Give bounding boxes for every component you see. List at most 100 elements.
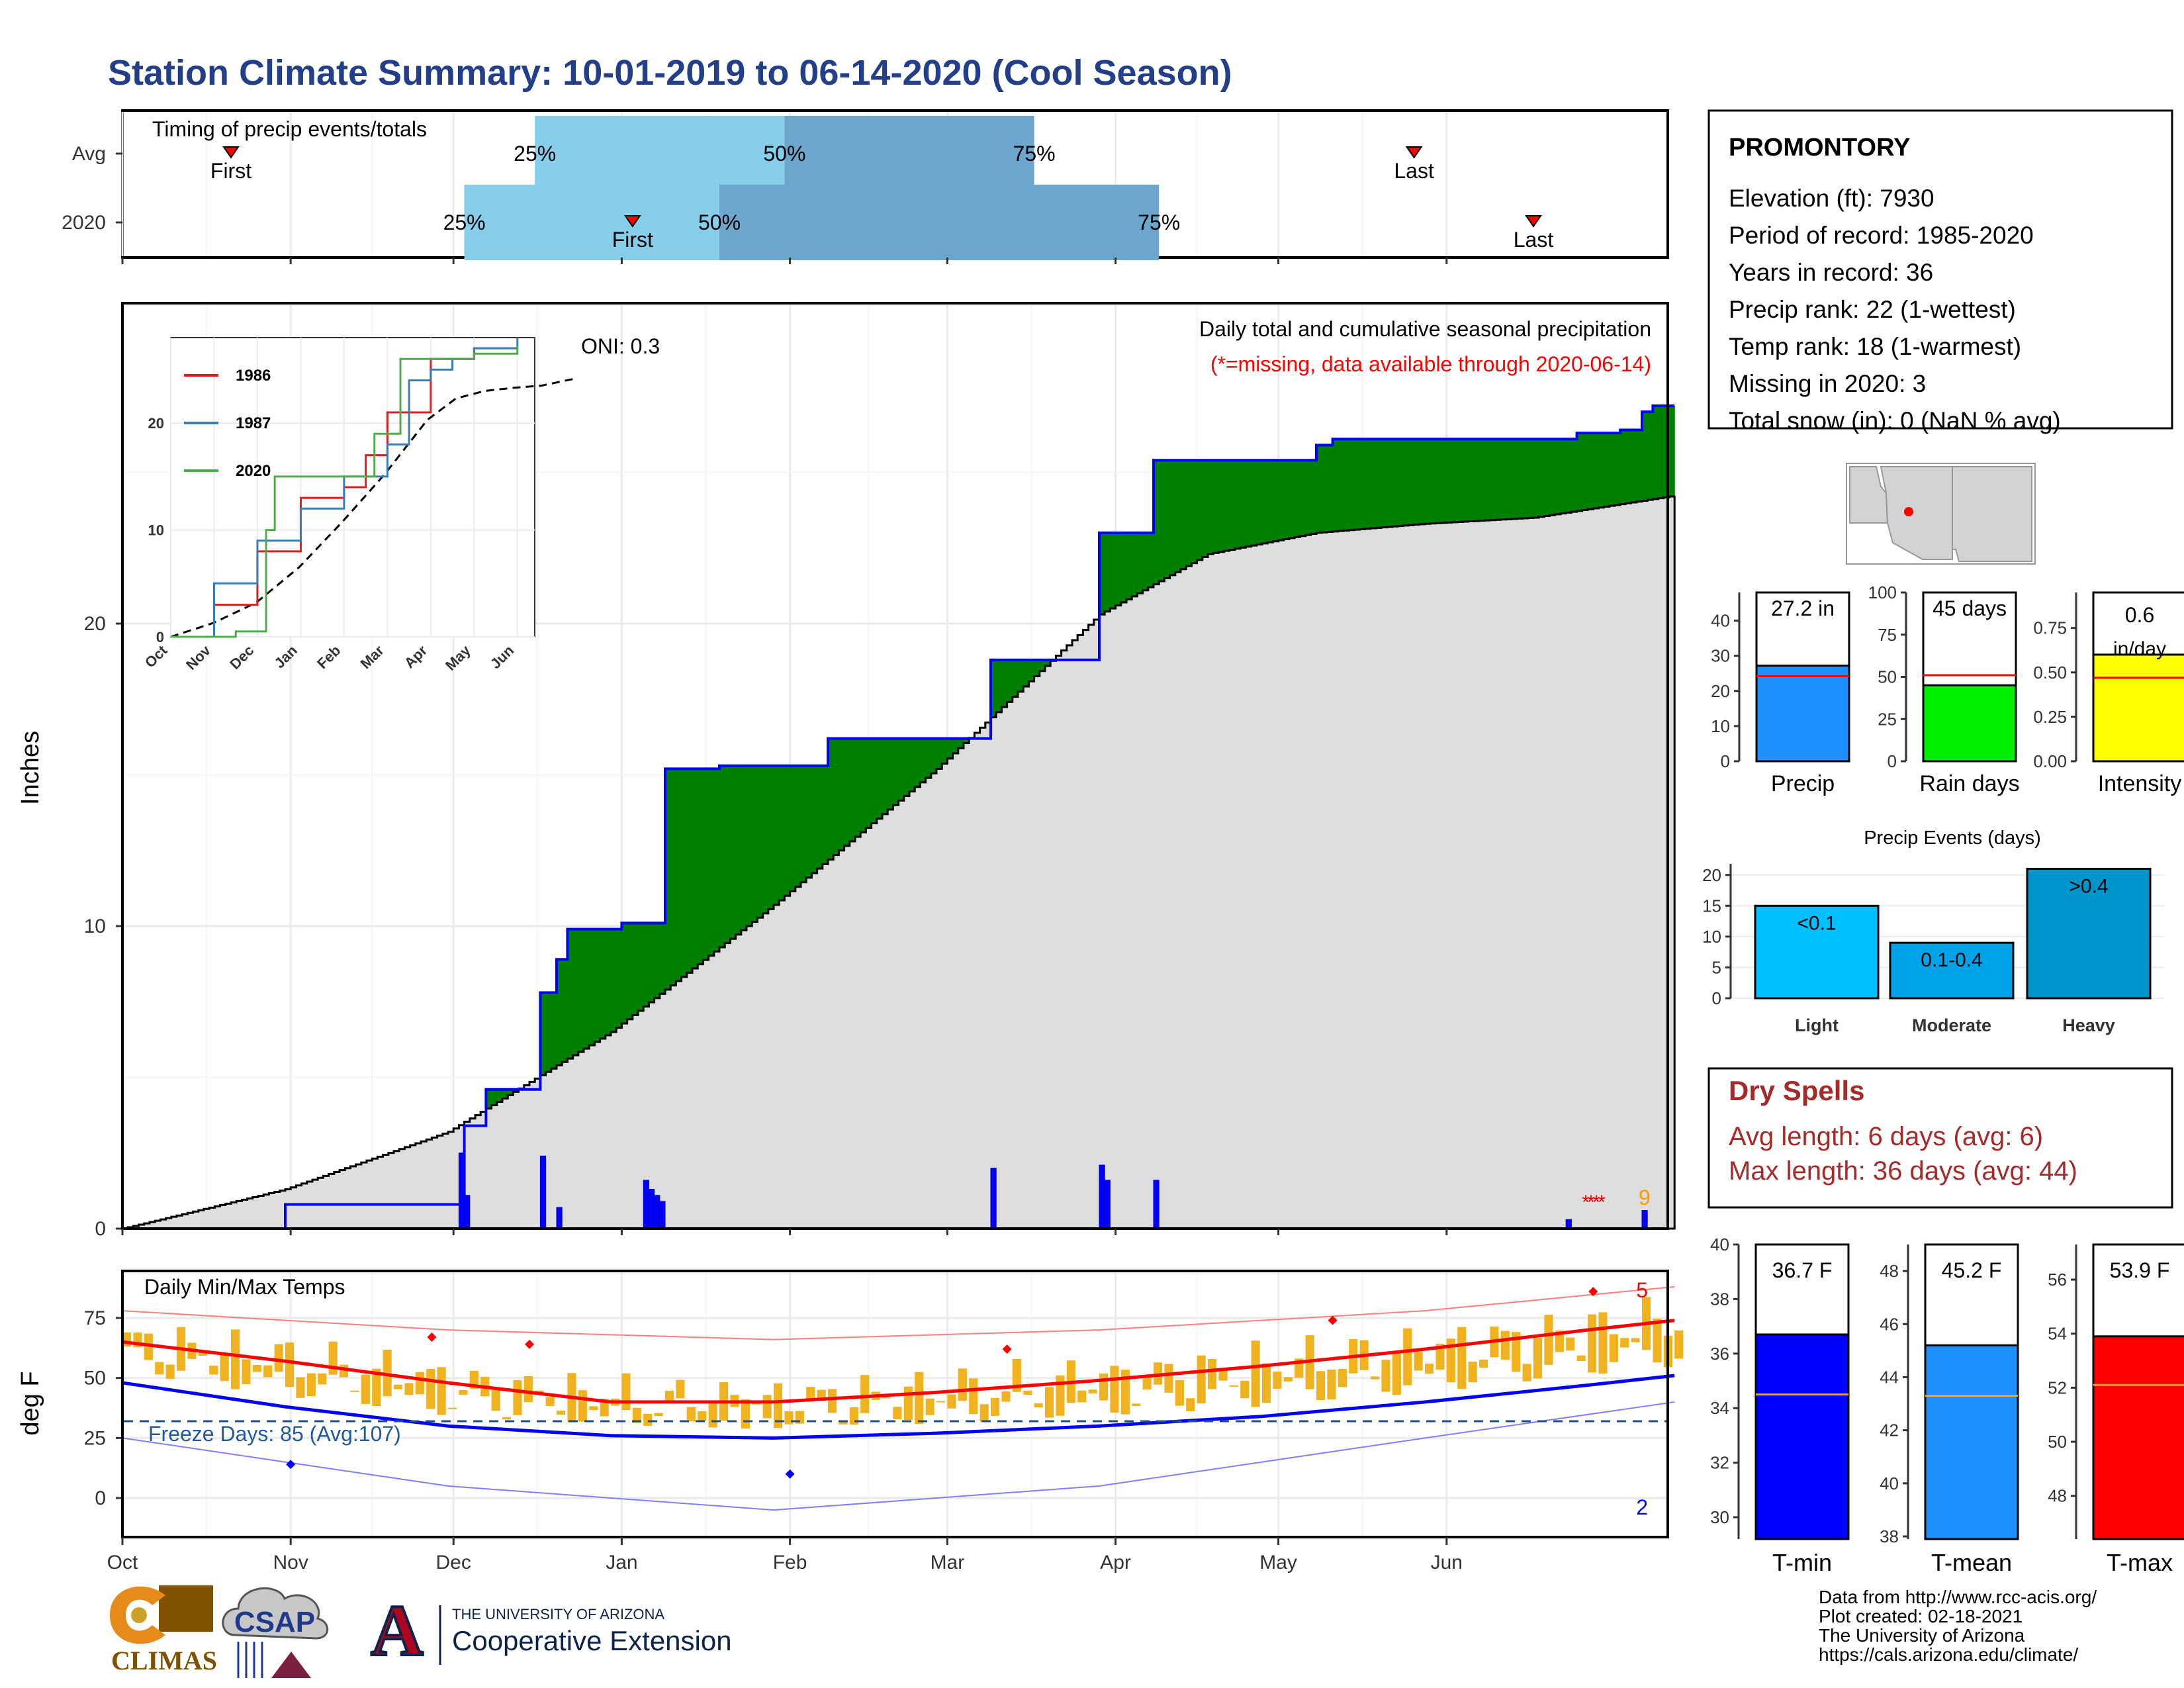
precip-surplus-fill: [1224, 460, 1230, 551]
record-low-marker: [286, 1460, 296, 1470]
precip-surplus-fill: [784, 765, 791, 896]
station-info-line: Period of record: 1985-2020: [1729, 222, 2034, 249]
ua-logo-line2: Cooperative Extension: [452, 1625, 732, 1656]
daily-temp-bar: [1620, 1338, 1629, 1348]
precip-surplus-fill: [1435, 439, 1442, 524]
mini-y-tick-label: 42: [1880, 1421, 1899, 1440]
daily-temp-bar: [296, 1377, 305, 1398]
daily-temp-bar: [1338, 1368, 1347, 1387]
precip-surplus-fill: [1175, 460, 1181, 573]
mini-bar-value-label: 27.2 in: [1771, 596, 1835, 620]
daily-temp-bar: [1598, 1312, 1608, 1374]
precip-surplus-fill: [1316, 445, 1322, 533]
precip-surplus-fill: [958, 738, 964, 749]
daily-temp-bar: [1446, 1338, 1455, 1383]
daily-precip-bar: [1104, 1180, 1111, 1229]
summary-bar-rain-days: 0 25 50 75 100 45 days Rain days: [1868, 583, 2020, 796]
locator-map: [1846, 463, 2036, 565]
daily-temp-bar: [860, 1375, 870, 1413]
csap-logo: CSAP: [222, 1587, 329, 1678]
precip-surplus-fill: [1636, 430, 1643, 502]
precip-surplus-fill: [1517, 439, 1524, 519]
daily-temp-bar: [220, 1354, 229, 1382]
precip-surplus-fill: [665, 769, 671, 990]
y-axis-tick-label: 0: [95, 1487, 106, 1509]
precip-surplus-fill: [920, 738, 927, 782]
daily-temp-bar: [1674, 1330, 1684, 1359]
daily-temp-bar: [1392, 1352, 1401, 1395]
precip-surplus-fill: [1338, 439, 1344, 532]
precip-surplus-fill: [1609, 433, 1615, 506]
daily-temp-bar: [1555, 1331, 1564, 1352]
precip-surplus-fill: [1479, 439, 1485, 521]
precip-surplus-fill: [1484, 439, 1490, 521]
inset-legend-label: 2020: [236, 462, 271, 480]
precip-surplus-fill: [1376, 439, 1382, 528]
daily-temp-bar: [1099, 1374, 1109, 1401]
inset-avg-line: [170, 377, 578, 638]
precip-surplus-fill: [741, 765, 747, 931]
daily-temp-bar: [523, 1376, 533, 1403]
daily-temp-bar: [654, 1413, 663, 1417]
daily-temp-bar: [1403, 1328, 1412, 1385]
credit-line: Plot created: 02-18-2021: [1819, 1606, 2023, 1626]
record-low-marker: [785, 1469, 795, 1479]
y-axis-tick-label: 75: [84, 1307, 106, 1329]
mini-y-tick-label: 40: [1880, 1474, 1899, 1493]
daily-temp-bar: [632, 1407, 641, 1423]
timing-p50-label: 50%: [698, 211, 741, 234]
events-y-tick-label: 20: [1702, 865, 1721, 885]
precip-surplus-fill: [1283, 460, 1290, 539]
precip-surplus-fill: [1012, 659, 1019, 697]
daily-precip-bar: [1153, 1180, 1160, 1229]
precip-surplus-fill: [1235, 460, 1241, 549]
daily-temp-bar: [643, 1413, 653, 1426]
precip-surplus-fill: [1527, 439, 1534, 518]
precip-surplus-fill: [1001, 659, 1008, 708]
daily-temp-bar: [1566, 1337, 1575, 1351]
precip-surplus-fill: [486, 1089, 492, 1109]
daily-temp-bar: [1262, 1363, 1271, 1403]
daily-temp-bar: [1653, 1319, 1662, 1363]
record-high-marker: [1002, 1344, 1012, 1354]
precip-surplus-fill: [1588, 433, 1594, 510]
daily-temp-bar: [1045, 1387, 1054, 1418]
temp-bar-name: T-max: [2107, 1549, 2173, 1576]
station-name: PROMONTORY: [1729, 134, 1910, 162]
precip-surplus-fill: [964, 738, 970, 743]
precip-surplus-fill: [1419, 439, 1426, 524]
avg-cumulative-area: [122, 495, 1676, 1230]
daily-precip-bar: [1641, 1210, 1648, 1229]
precip-surplus-fill: [1457, 439, 1463, 522]
timing-first-label: First: [210, 159, 251, 183]
mini-y-tick-label: 100: [1868, 583, 1897, 602]
mini-y-tick-label: 56: [2048, 1270, 2067, 1289]
daily-precip-bar: [654, 1195, 660, 1229]
avg-min-line: [122, 1374, 1675, 1440]
mini-y-tick-label: 36: [1710, 1344, 1729, 1364]
missing-marker: *: [1587, 1192, 1595, 1213]
precip-surplus-fill: [811, 765, 818, 874]
precip-surplus-fill: [1446, 439, 1453, 523]
daily-precip-bar: [643, 1180, 649, 1229]
daily-temp-bar: [1512, 1332, 1521, 1372]
daily-temp-bar: [589, 1406, 598, 1411]
mini-y-tick-label: 34: [1710, 1398, 1729, 1418]
daily-temp-bar: [1457, 1327, 1467, 1389]
events-category-label: Moderate: [1912, 1015, 1991, 1035]
daily-temp-bar: [762, 1395, 772, 1419]
mini-y-tick-label: 25: [1878, 709, 1897, 729]
precip-surplus-fill: [1371, 439, 1377, 529]
timing-first-marker: [623, 215, 641, 228]
mini-y-tick-label: 50: [2048, 1432, 2067, 1452]
precip-surplus-fill: [1310, 460, 1317, 534]
temp-bar-value-label: 36.7 F: [1772, 1258, 1833, 1282]
daily-temp-bar: [1609, 1334, 1618, 1362]
precip-surplus-fill: [1549, 439, 1556, 516]
x-axis-tick-label: Oct: [107, 1552, 138, 1573]
precip-surplus-fill: [1039, 659, 1046, 671]
precip-surplus-fill: [1343, 439, 1349, 531]
daily-temp-bar: [545, 1397, 555, 1406]
precip-surplus-fill: [572, 929, 579, 1056]
